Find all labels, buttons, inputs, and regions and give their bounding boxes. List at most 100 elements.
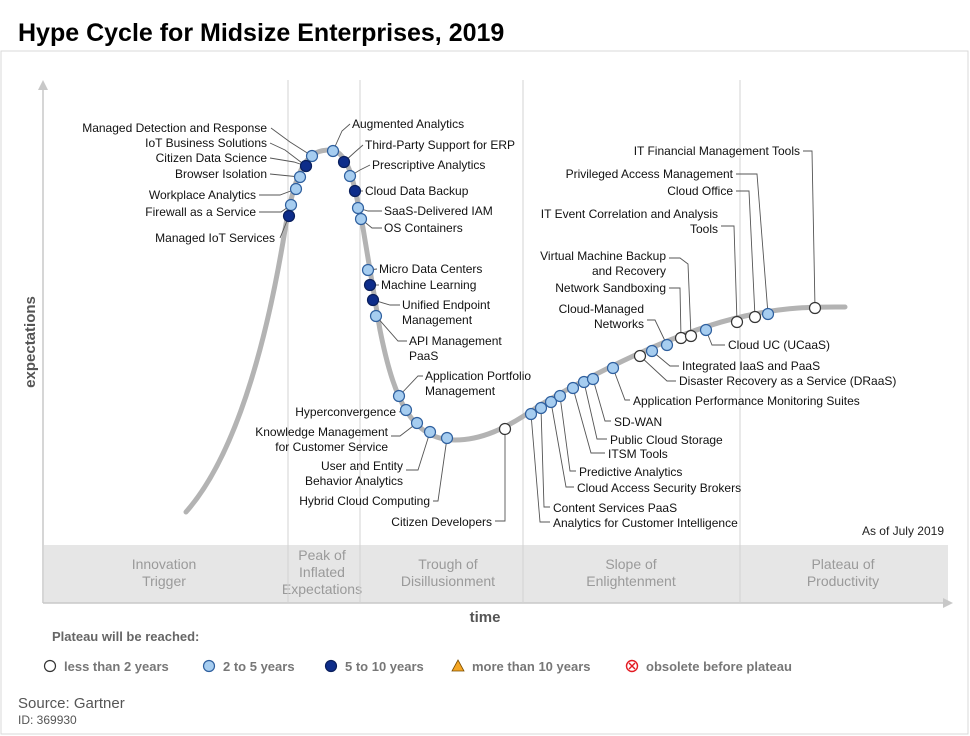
technology-label: Virtual Machine Backup and Recovery xyxy=(540,249,666,278)
leader-line xyxy=(669,257,692,337)
legend-label: more than 10 years xyxy=(472,659,591,674)
technology-dot[interactable] xyxy=(289,182,303,196)
technology-dot[interactable] xyxy=(544,395,558,409)
technology-dot[interactable] xyxy=(498,422,512,436)
leader-line xyxy=(651,350,679,367)
x-axis-arrow xyxy=(943,598,953,608)
technology-dot[interactable] xyxy=(337,155,351,169)
technology-label: IT Event Correlation and Analysis Tools xyxy=(541,207,718,236)
technology-dot[interactable] xyxy=(351,201,365,215)
technology-dot[interactable] xyxy=(293,170,307,184)
technology-label: SD-WAN xyxy=(614,415,662,429)
technology-label: IoT Business Solutions xyxy=(145,136,267,150)
technology-label: Cloud Office xyxy=(667,184,733,198)
leader-line xyxy=(612,367,630,401)
technology-label: Citizen Data Science xyxy=(156,151,268,165)
technology-dot[interactable] xyxy=(348,184,362,198)
phase-dividers xyxy=(287,80,741,603)
technology-label: Cloud UC (UCaaS) xyxy=(728,338,830,352)
technology-dot[interactable] xyxy=(392,389,406,403)
technology-dot[interactable] xyxy=(399,403,413,417)
technology-dot[interactable] xyxy=(660,338,674,352)
technology-label: Disaster Recovery as a Service (DRaaS) xyxy=(679,374,896,388)
source-label: Source: Gartner xyxy=(18,695,125,712)
technology-dot[interactable] xyxy=(326,144,340,158)
leader-line xyxy=(406,431,431,471)
leader-line xyxy=(398,375,423,397)
technology-label: Application Performance Monitoring Suite… xyxy=(633,394,860,408)
technology-label: Cloud Data Backup xyxy=(365,184,469,198)
technology-label: Public Cloud Storage xyxy=(610,433,723,447)
phase-label: Innovation Trigger xyxy=(132,556,197,589)
technology-label: Cloud-Managed Networks xyxy=(559,302,644,331)
leader-line xyxy=(572,387,605,454)
chart-title: Hype Cycle for Midsize Enterprises, 2019 xyxy=(18,19,504,47)
y-axis-arrow xyxy=(38,80,48,90)
technology-dot[interactable] xyxy=(748,310,762,324)
technology-label: OS Containers xyxy=(384,221,463,235)
leader-line xyxy=(583,381,607,440)
leader-line xyxy=(391,422,418,437)
technology-dot[interactable] xyxy=(761,307,775,321)
leader-line xyxy=(269,142,307,167)
technology-label: Unified Endpoint Management xyxy=(402,298,491,327)
technology-dot[interactable] xyxy=(684,329,698,343)
technology-label: Cloud Access Security Brokers xyxy=(577,481,741,495)
technology-label: Augmented Analytics xyxy=(352,117,464,131)
triangle-icon xyxy=(451,659,465,672)
leader-line xyxy=(375,315,407,342)
phase-label: Slope of Enlightenment xyxy=(586,556,676,589)
technology-label: Citizen Developers xyxy=(391,515,492,529)
technology-label: Third-Party Support for ERP xyxy=(365,138,515,152)
leader-line xyxy=(550,401,574,488)
legend-label: less than 2 years xyxy=(64,659,169,674)
technology-dot[interactable] xyxy=(586,372,600,386)
leader-line xyxy=(592,378,611,422)
legend-item: 5 to 10 years xyxy=(324,659,424,674)
technology-dot[interactable] xyxy=(730,315,744,329)
leader-line xyxy=(270,127,313,157)
technology-dot[interactable] xyxy=(343,169,357,183)
technology-dot[interactable] xyxy=(305,149,319,163)
leader-line xyxy=(332,123,351,152)
technology-label: Network Sandboxing xyxy=(555,281,666,295)
leader-line xyxy=(647,319,668,346)
technology-dot[interactable] xyxy=(699,323,713,337)
technology-dot[interactable] xyxy=(361,263,375,277)
legend-item: obsolete before plateau xyxy=(625,659,792,674)
technology-dot[interactable] xyxy=(366,293,380,307)
technology-dot[interactable] xyxy=(534,401,548,415)
technology-dot[interactable] xyxy=(808,301,822,315)
leader-line xyxy=(736,190,756,318)
technology-dot[interactable] xyxy=(633,349,647,363)
id-label: ID: 369930 xyxy=(18,713,77,727)
technology-dot[interactable] xyxy=(553,389,567,403)
technology-dot[interactable] xyxy=(284,198,298,212)
technology-dot[interactable] xyxy=(282,209,296,223)
technology-dot[interactable] xyxy=(606,361,620,375)
leader-line xyxy=(540,407,550,508)
leader-line xyxy=(530,413,550,523)
legend-label: 2 to 5 years xyxy=(223,659,295,674)
technology-dot[interactable] xyxy=(369,309,383,323)
technology-dot[interactable] xyxy=(645,344,659,358)
legend-item: less than 2 years xyxy=(43,659,169,674)
technology-label: Application Portfolio Management xyxy=(425,369,531,398)
technology-dot[interactable] xyxy=(423,425,437,439)
technology-dot[interactable] xyxy=(363,278,377,292)
technology-dot[interactable] xyxy=(354,212,368,226)
technology-dot[interactable] xyxy=(299,159,313,173)
technology-dot[interactable] xyxy=(410,416,424,430)
technology-dot[interactable] xyxy=(524,407,538,421)
technology-label: Machine Learning xyxy=(381,278,476,292)
phase-band xyxy=(44,545,948,603)
technology-dot[interactable] xyxy=(674,331,688,345)
technology-dot[interactable] xyxy=(566,381,580,395)
technology-label: Micro Data Centers xyxy=(379,262,482,276)
leader-line xyxy=(639,355,676,382)
technology-label: Managed Detection and Response xyxy=(82,121,267,135)
technology-dot[interactable] xyxy=(440,431,454,445)
technology-label: Knowledge Management for Customer Service xyxy=(255,425,388,454)
